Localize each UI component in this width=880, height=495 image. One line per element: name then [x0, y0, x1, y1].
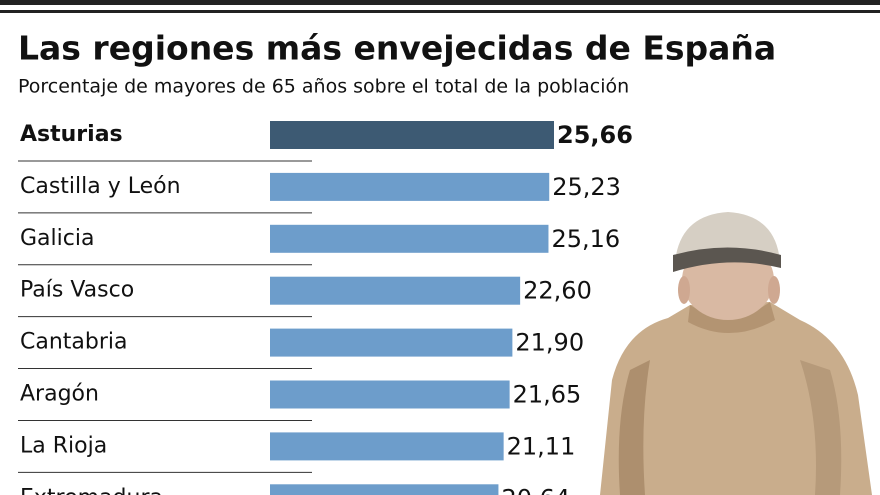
bar [270, 172, 550, 201]
bar [270, 328, 513, 357]
category-label: Galicia [20, 226, 94, 251]
bar [270, 224, 549, 253]
value-label: 22,60 [523, 277, 592, 305]
chart-subtitle: Porcentaje de mayores de 65 años sobre e… [18, 76, 629, 98]
bar [270, 484, 499, 495]
value-label: 25,23 [552, 173, 621, 201]
bar [270, 380, 510, 409]
category-label: Extremadura [20, 485, 163, 495]
top-rule [0, 10, 880, 13]
value-label: 21,90 [515, 329, 584, 357]
value-label: 25,66 [557, 121, 633, 149]
category-label: La Rioja [20, 433, 107, 458]
value-label: 25,16 [551, 225, 620, 253]
category-label: Cantabria [20, 330, 128, 355]
photo [600, 212, 872, 495]
category-label: Castilla y León [20, 174, 181, 199]
category-label: Aragón [20, 382, 99, 407]
bar [270, 432, 504, 461]
value-label: 21,65 [513, 381, 582, 409]
bar [270, 276, 521, 305]
category-label: País Vasco [20, 278, 134, 303]
bar [270, 121, 554, 149]
chart-title: Las regiones más envejecidas de España [18, 29, 776, 68]
value-label: 21,11 [507, 432, 576, 460]
category-label: Asturias [20, 122, 123, 147]
top-rule [0, 0, 880, 5]
value-label: 20,64 [501, 484, 570, 495]
